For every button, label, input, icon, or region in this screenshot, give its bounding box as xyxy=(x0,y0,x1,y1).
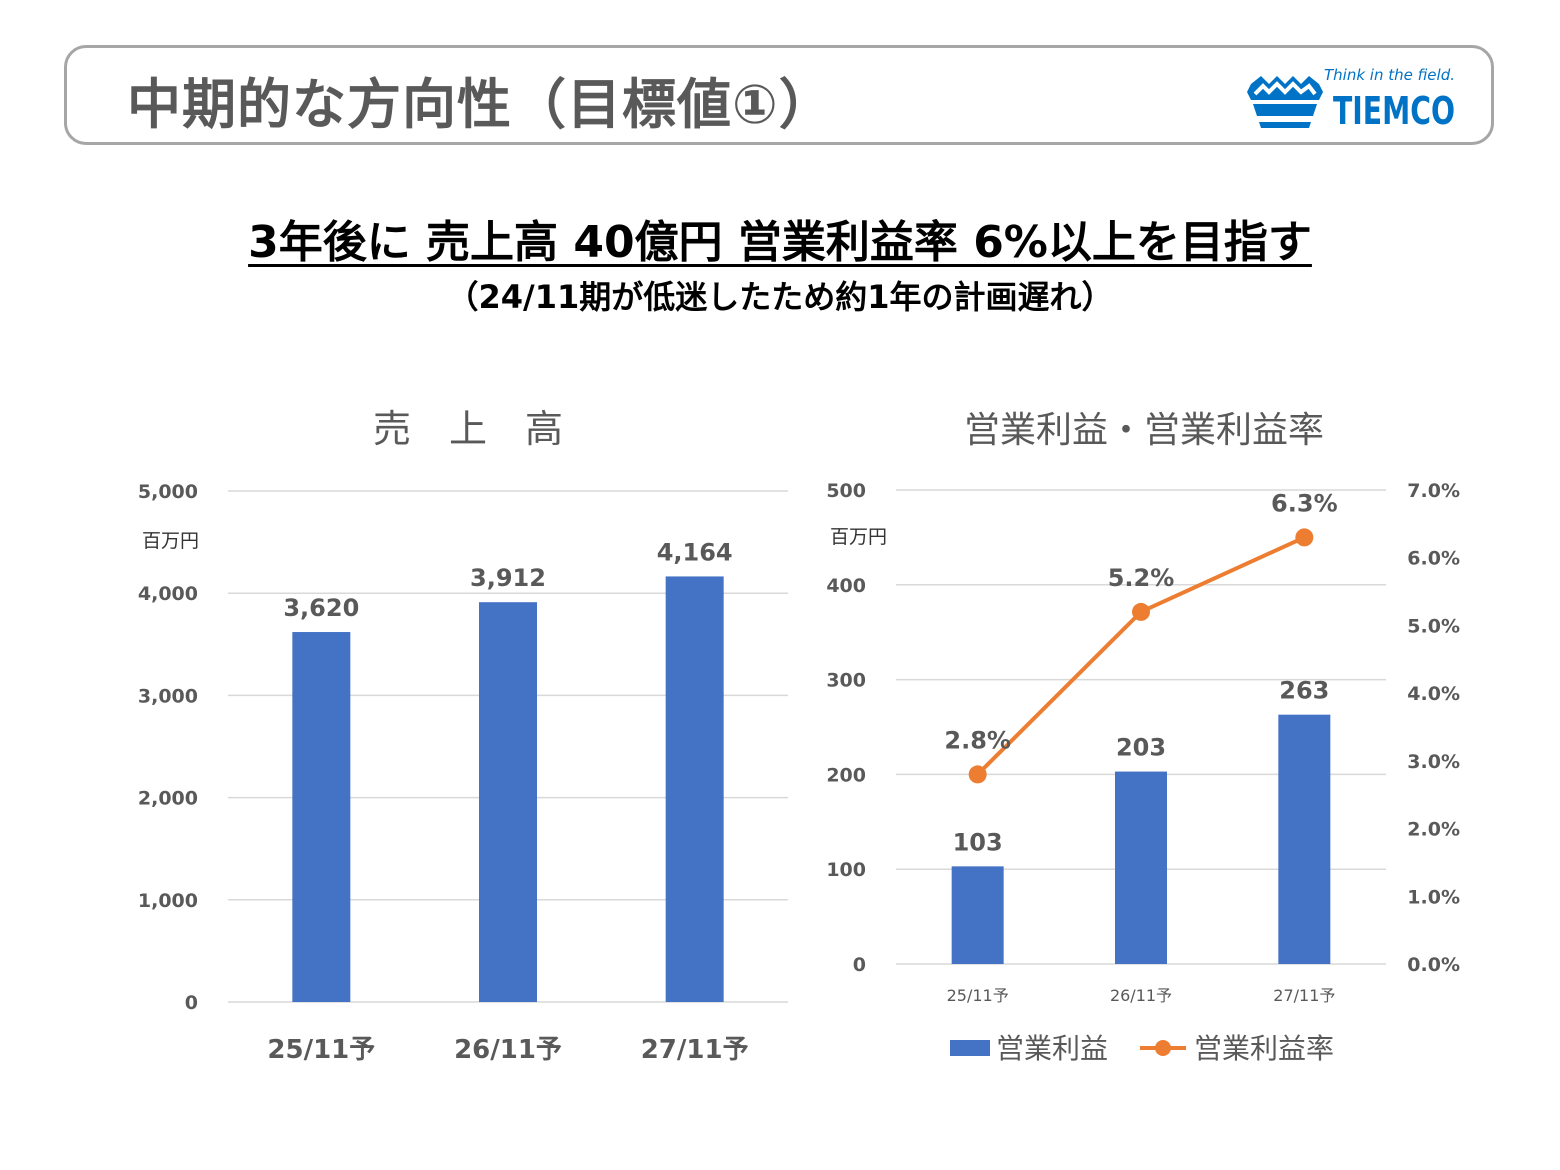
bar xyxy=(1115,771,1167,964)
legend-swatch-bar xyxy=(950,1040,990,1056)
x-tick-label: 26/11予 xyxy=(1110,986,1172,1005)
bar xyxy=(479,602,537,1002)
y-tick-label-left: 500 xyxy=(826,480,866,502)
unit-label: 百万円 xyxy=(142,530,199,552)
y-tick-label-right: 5.0% xyxy=(1407,615,1460,637)
title-box: 中期的な方向性（目標値①） Think in the field. TIEMCO xyxy=(64,45,1494,145)
legend-label: 営業利益 xyxy=(996,1032,1108,1065)
data-label: 263 xyxy=(1279,677,1329,705)
line-point xyxy=(1132,602,1150,621)
chart-title: 売 上 高 xyxy=(373,407,563,451)
data-label: 103 xyxy=(953,828,1003,856)
line-point xyxy=(1295,528,1314,547)
line-data-label: 6.3% xyxy=(1271,489,1338,517)
line-data-label: 5.2% xyxy=(1108,564,1175,592)
x-tick-label: 26/11予 xyxy=(454,1035,562,1065)
y-tick-label: 5,000 xyxy=(138,481,198,503)
data-label: 203 xyxy=(1116,734,1166,762)
y-tick-label: 3,000 xyxy=(138,685,198,707)
tiemco-logo: Think in the field. TIEMCO xyxy=(1247,66,1455,130)
y-tick-label: 4,000 xyxy=(138,583,198,605)
y-tick-label-right: 6.0% xyxy=(1407,548,1460,570)
subline: （24/11期が低迷したため約1年の計画遅れ） xyxy=(446,278,1114,316)
y-tick-label-left: 100 xyxy=(826,859,866,881)
operating-profit-chart: 営業利益・営業利益率 0 100 200 300 400 500 0.0% 1.0% 2.0% 3.… xyxy=(826,410,1460,1065)
y-tick-label-left: 300 xyxy=(826,670,866,692)
logo-tagline: Think in the field. xyxy=(1324,66,1455,84)
legend-swatch-point xyxy=(1155,1040,1171,1056)
bar xyxy=(292,632,351,1002)
y-tick-label-left: 0 xyxy=(853,954,866,976)
data-label: 3,620 xyxy=(283,594,359,622)
y-tick-label: 1,000 xyxy=(138,890,198,912)
x-tick-label: 25/11予 xyxy=(267,1035,375,1065)
legend-label: 営業利益率 xyxy=(1194,1032,1334,1065)
y-tick-label-left: 400 xyxy=(826,575,866,597)
data-label: 4,164 xyxy=(657,538,733,566)
y-tick-label: 0 xyxy=(185,992,198,1014)
x-tick-label: 27/11予 xyxy=(1273,986,1335,1005)
tiemco-mountain-icon xyxy=(1247,76,1323,128)
x-tick-label: 27/11予 xyxy=(641,1035,749,1065)
y-tick-label-right: 4.0% xyxy=(1407,683,1460,705)
y-tick-label-right: 0.0% xyxy=(1407,954,1460,976)
y-tick-label: 2,000 xyxy=(138,788,198,810)
y-tick-label-right: 3.0% xyxy=(1407,751,1460,773)
y-tick-label-right: 2.0% xyxy=(1407,819,1460,841)
y-tick-label-right: 7.0% xyxy=(1407,480,1460,502)
sales-chart: 売 上 高 0 1,000 2,000 3,000 4,000 5,000 百万円 3,620 2… xyxy=(138,407,788,1065)
line-data-label: 2.8% xyxy=(944,726,1011,754)
page-title: 中期的な方向性（目標値①） xyxy=(127,73,834,136)
unit-label: 百万円 xyxy=(830,526,887,548)
data-label: 3,912 xyxy=(470,564,546,592)
bar xyxy=(1278,714,1331,964)
headline: 3年後に 売上高 40億円 営業利益率 6%以上を目指す xyxy=(248,217,1312,268)
bar xyxy=(665,576,724,1002)
y-tick-label-left: 200 xyxy=(826,764,866,786)
chart-title: 営業利益・営業利益率 xyxy=(964,410,1324,451)
x-tick-label: 25/11予 xyxy=(947,986,1009,1005)
line-point xyxy=(968,765,987,784)
y-tick-label-right: 1.0% xyxy=(1407,886,1460,908)
logo-brand: TIEMCO xyxy=(1333,89,1455,130)
bar xyxy=(951,866,1004,964)
